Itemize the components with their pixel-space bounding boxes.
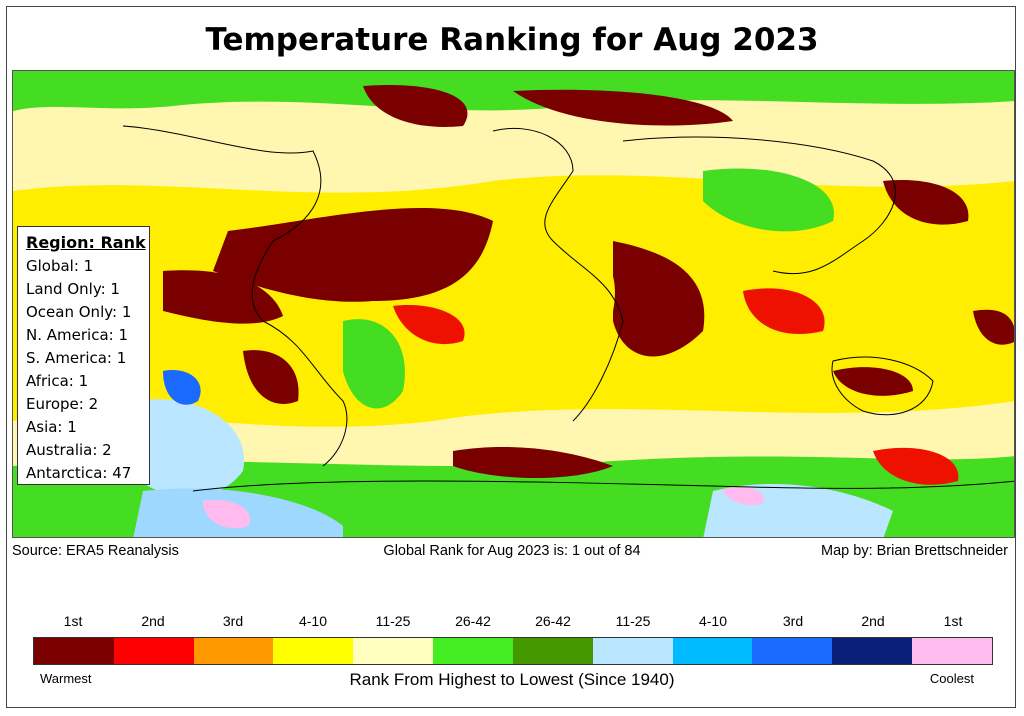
legend-label-2: 2nd: [141, 613, 165, 629]
world-map: [12, 70, 1015, 538]
record-warm-atlantic: [213, 208, 493, 302]
legend-swatch-3: [193, 638, 274, 664]
legend-label-1: 1st: [63, 613, 83, 629]
legend-swatch-2: [113, 638, 194, 664]
record-warm-pacific-east: [163, 270, 283, 324]
global-rank-label: Global Rank for Aug 2023 is: 1 out of 84: [383, 543, 641, 559]
legend-label-9: 4-10: [698, 613, 728, 629]
coolest-spot-2: [723, 486, 764, 506]
legend-swatch-10: [752, 638, 833, 664]
second-warmest-patch-3: [873, 447, 959, 485]
region-rank-box: Region: Rank Global: 1 Land Only: 1 Ocea…: [17, 226, 150, 485]
rank-row-africa: Africa: 1: [26, 372, 89, 390]
antarctica-coastline: [192, 480, 1014, 492]
record-warm-indian: [613, 241, 705, 357]
legend-label-7: 26-42: [535, 613, 571, 629]
record-warm-arctic: [513, 89, 733, 126]
legend-swatch-6: [433, 638, 513, 664]
legend-swatch-11: [832, 638, 913, 664]
americas-coastline: [122, 125, 348, 467]
legend-label-11: 2nd: [861, 613, 885, 629]
legend-swatch-9: [672, 638, 753, 664]
credit-label: Map by: Brian Brettschneider: [821, 543, 1008, 559]
rank-row-europe: Europe: 2: [26, 395, 99, 413]
legend-label-8: 11-25: [615, 613, 651, 629]
legend-label-6: 26-42: [455, 613, 491, 629]
second-warmest-patch-2: [743, 288, 825, 335]
legend-label-12: 1st: [943, 613, 963, 629]
rank-row-north-america: N. America: 1: [26, 326, 128, 344]
record-warm-pacific-west: [883, 180, 969, 225]
second-warmest-patch: [393, 305, 465, 345]
legend-label-4: 4-10: [298, 613, 328, 629]
africa-yellow: [553, 240, 615, 321]
map-title: Temperature Ranking for Aug 2023: [205, 22, 819, 58]
figure-frame: [6, 6, 1016, 708]
europe-africa-coastline: [492, 127, 624, 422]
legend-swatch-4: [273, 638, 354, 664]
coolest-spot-1: [203, 500, 251, 529]
australia-coastline: [831, 356, 934, 416]
south-america-green: [343, 319, 405, 409]
rank-row-south-america: S. America: 1: [26, 349, 127, 367]
legend-labels: 1st 2nd 3rd 4-10 11-25 26-42 26-42 11-25…: [33, 613, 993, 633]
legend-swatch-1: [34, 638, 114, 664]
record-warm-sw-pacific: [973, 309, 1014, 345]
rank-row-land: Land Only: 1: [26, 280, 120, 298]
asia-coastline: [622, 136, 896, 275]
legend-label-3: 3rd: [222, 613, 244, 629]
rank-row-australia: Australia: 2: [26, 441, 112, 459]
region-rank-header: Region: Rank: [26, 233, 146, 252]
rank-row-global: Global: 1: [26, 257, 94, 275]
rank-row-antarctica: Antarctica: 47: [26, 464, 132, 482]
record-warm-australia-south: [833, 367, 913, 396]
legend-swatch-7: [512, 638, 593, 664]
source-label: Source: ERA5 Reanalysis: [12, 543, 179, 559]
legend-label-5: 11-25: [375, 613, 411, 629]
coolest-label: Coolest: [929, 671, 974, 686]
legend-swatch-5: [353, 638, 434, 664]
rank-row-asia: Asia: 1: [26, 418, 77, 436]
legend-label-10: 3rd: [782, 613, 804, 629]
legend-swatch-12: [912, 638, 992, 664]
record-warm-se-pacific: [243, 350, 299, 404]
legend-axis-title: Rank From Highest to Lowest (Since 1940): [349, 670, 675, 689]
record-warm-greenland: [363, 85, 468, 127]
temperature-rank-map: [13, 71, 1014, 537]
color-scale-bar: [33, 637, 993, 665]
legend-swatch-8: [592, 638, 673, 664]
cool-spot-blue: [163, 370, 201, 405]
asia-green: [703, 168, 834, 232]
warmest-label: Warmest: [40, 671, 92, 686]
rank-row-ocean: Ocean Only: 1: [26, 303, 132, 321]
record-warm-south-atlantic: [453, 446, 613, 479]
